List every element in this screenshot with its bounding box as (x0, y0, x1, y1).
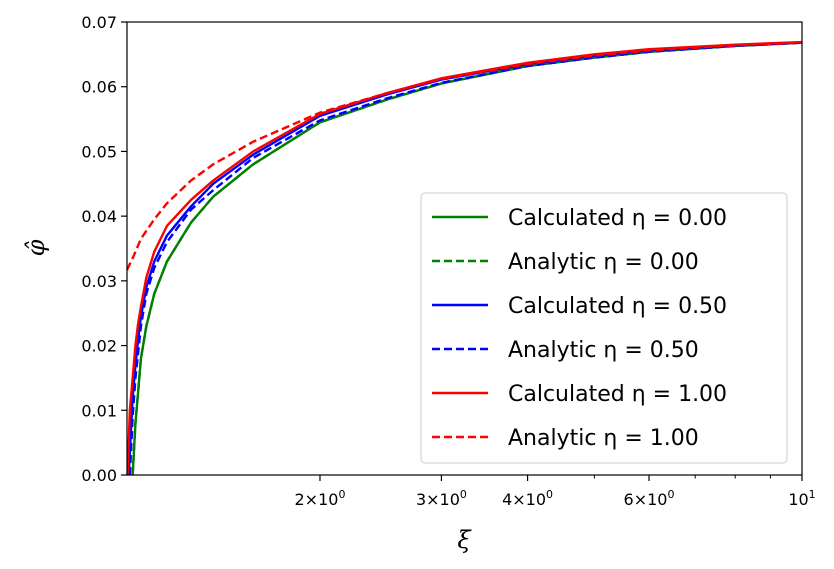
series-line-3 (128, 41, 803, 476)
legend-label-4: Calculated η = 1.00 (508, 382, 727, 407)
x-tick-label-4: 101 (788, 488, 815, 509)
y-tick-label-0: 0.00 (81, 466, 117, 485)
x-tick-label-2: 4×100 (502, 488, 553, 509)
legend-label-0: Calculated η = 0.00 (508, 206, 727, 231)
series-line-4 (126, 40, 803, 476)
y-tick-label-6: 0.06 (81, 78, 117, 97)
legend-label-5: Analytic η = 1.00 (508, 426, 699, 451)
legend: Calculated η = 0.00 Analytic η = 0.00 Calc… (420, 192, 788, 464)
series-line-5 (125, 41, 803, 271)
series-layer (125, 40, 803, 476)
legend-label-1: Analytic η = 0.00 (508, 250, 699, 275)
x-axis-ticks: 2×100 3×100 4×100 6×100 101 (295, 475, 816, 509)
y-tick-label-2: 0.02 (81, 337, 117, 356)
y-tick-label-4: 0.04 (81, 207, 117, 226)
series-line-2 (127, 41, 803, 476)
y-axis-title: φ̂ (22, 239, 50, 256)
x-tick-label-3: 6×100 (624, 488, 675, 509)
x-tick-label-1: 3×100 (416, 488, 467, 509)
y-tick-label-7: 0.07 (81, 13, 117, 32)
y-tick-label-3: 0.03 (81, 272, 117, 291)
y-tick-label-1: 0.01 (81, 401, 117, 420)
plot-frame (126, 21, 803, 476)
legend-label-3: Analytic η = 0.50 (508, 338, 699, 363)
x-axis-title: ξ (457, 526, 472, 554)
x-tick-label-0: 2×100 (295, 488, 346, 509)
legend-label-2: Calculated η = 0.50 (508, 294, 727, 319)
y-axis-ticks: 0.00 0.01 0.02 0.03 0.04 0.05 0.06 0.07 (81, 13, 127, 485)
y-tick-label-5: 0.05 (81, 142, 117, 161)
legend-box (420, 192, 788, 464)
series-line-1 (131, 41, 803, 476)
